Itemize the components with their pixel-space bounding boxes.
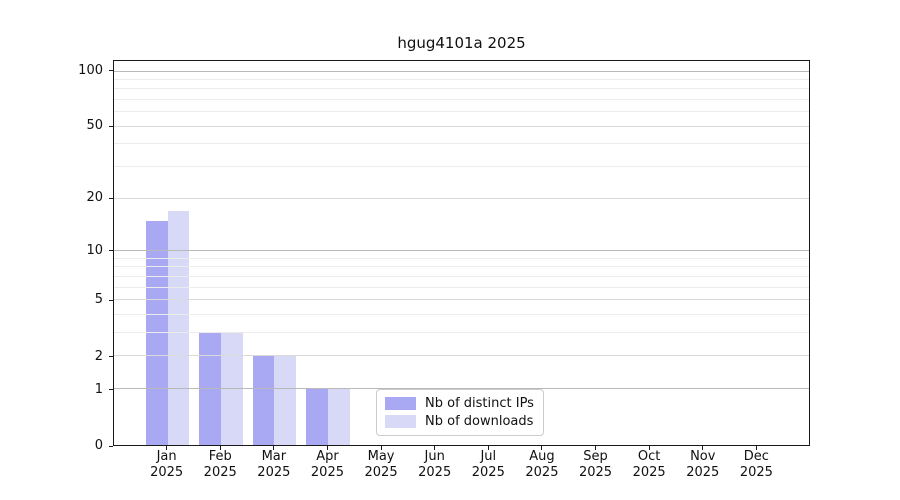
bar-group-oct xyxy=(622,61,675,445)
year-label: 2025 xyxy=(150,465,184,480)
bar-mar-downloads xyxy=(274,356,297,445)
bar-group-apr xyxy=(301,61,354,445)
x-tick-mark-aug xyxy=(541,446,543,450)
chart-title: hgug4101a 2025 xyxy=(397,34,526,52)
year-label: 2025 xyxy=(525,465,559,480)
bar-group-feb xyxy=(194,61,247,445)
y-tick-label-5: 5 xyxy=(94,292,103,308)
y-tick-label-100: 100 xyxy=(78,62,103,78)
y-tick-label-1: 1 xyxy=(94,381,103,397)
bar-group-jul xyxy=(462,61,515,445)
x-tick-mark-sep xyxy=(595,446,597,450)
bar-mar-distinct-ips xyxy=(252,356,275,445)
bar-feb-distinct-ips xyxy=(199,332,221,445)
x-tick-label-oct: Oct 2025 xyxy=(617,449,681,481)
bar-group-sep xyxy=(568,61,621,445)
bar-group-mar xyxy=(248,61,301,445)
legend-swatch-distinct-ips xyxy=(385,397,416,410)
x-tick-mark-may xyxy=(380,446,382,450)
bar-group-aug xyxy=(515,61,568,445)
y-tick-label-20: 20 xyxy=(86,190,103,206)
legend-swatch-downloads xyxy=(385,415,416,428)
month-label: Nov xyxy=(690,449,716,464)
y-tick-mark-20 xyxy=(109,197,113,199)
y-tick-mark-2 xyxy=(109,356,113,358)
y-tick-mark-1 xyxy=(109,389,113,391)
month-label: Aug xyxy=(529,449,555,464)
x-tick-label-jan: Jan 2025 xyxy=(135,449,199,481)
month-label: Feb xyxy=(208,449,232,464)
x-tick-mark-mar xyxy=(273,446,275,450)
bar-apr-distinct-ips xyxy=(305,388,328,445)
x-tick-mark-oct xyxy=(648,446,650,450)
x-tick-label-jul: Jul 2025 xyxy=(456,449,520,481)
x-tick-mark-jun xyxy=(434,446,436,450)
y-tick-label-10: 10 xyxy=(86,242,103,258)
x-tick-mark-jul xyxy=(487,446,489,450)
x-tick-mark-dec xyxy=(755,446,757,450)
bar-group-dec xyxy=(729,61,782,445)
month-label: Jul xyxy=(480,449,497,464)
y-tick-mark-10 xyxy=(109,250,113,252)
bar-group-jun xyxy=(408,61,461,445)
bar-apr-downloads xyxy=(327,388,350,445)
year-label: 2025 xyxy=(203,465,237,480)
y-tick-label-0: 0 xyxy=(94,438,103,453)
legend-row-downloads: Nb of downloads xyxy=(385,414,534,429)
year-label: 2025 xyxy=(418,465,452,480)
legend-row-distinct-ips: Nb of distinct IPs xyxy=(385,396,534,411)
x-tick-mark-feb xyxy=(219,446,221,450)
year-label: 2025 xyxy=(578,465,613,480)
month-label: Oct xyxy=(637,449,661,464)
year-label: 2025 xyxy=(364,465,398,480)
x-tick-mark-jan xyxy=(166,446,168,450)
y-tick-mark-0 xyxy=(109,445,113,447)
y-tick-label-50: 50 xyxy=(86,118,103,134)
x-tick-label-feb: Feb 2025 xyxy=(188,449,252,481)
month-label: Jan xyxy=(156,449,177,464)
bar-group-nov xyxy=(675,61,728,445)
month-label: Jun xyxy=(424,449,445,464)
month-label: Apr xyxy=(316,449,339,464)
y-tick-label-2: 2 xyxy=(94,348,103,364)
x-tick-label-dec: Dec 2025 xyxy=(724,449,788,481)
x-tick-label-apr: Apr 2025 xyxy=(295,449,359,481)
x-tick-label-aug: Aug 2025 xyxy=(510,449,574,481)
bar-jan-downloads xyxy=(167,211,190,445)
legend: Nb of distinct IPs Nb of downloads xyxy=(376,389,544,436)
x-tick-label-jun: Jun 2025 xyxy=(403,449,467,481)
year-label: 2025 xyxy=(739,465,773,480)
year-label: 2025 xyxy=(632,465,666,480)
month-label: Dec xyxy=(743,449,769,464)
legend-label-downloads: Nb of downloads xyxy=(425,414,534,429)
x-tick-mark-nov xyxy=(702,446,704,450)
month-label: Sep xyxy=(583,449,608,464)
bars-layer xyxy=(114,61,809,445)
x-tick-label-mar: Mar 2025 xyxy=(242,449,306,481)
year-label: 2025 xyxy=(257,465,291,480)
month-label: Mar xyxy=(261,449,287,464)
x-tick-mark-apr xyxy=(326,446,328,450)
x-tick-label-may: May 2025 xyxy=(349,449,413,481)
bar-feb-downloads xyxy=(220,332,243,445)
bar-group-jan xyxy=(141,61,194,445)
y-tick-mark-50 xyxy=(109,125,113,127)
y-tick-mark-100 xyxy=(109,70,113,72)
bar-jan-distinct-ips xyxy=(145,220,168,445)
year-label: 2025 xyxy=(471,465,505,480)
y-tick-mark-5 xyxy=(109,299,113,301)
year-label: 2025 xyxy=(310,465,344,480)
bar-group-may xyxy=(355,61,408,445)
legend-label-distinct-ips: Nb of distinct IPs xyxy=(425,396,534,411)
year-label: 2025 xyxy=(686,465,720,480)
x-tick-label-nov: Nov 2025 xyxy=(671,449,735,481)
month-label: May xyxy=(367,449,395,464)
x-tick-label-sep: Sep 2025 xyxy=(564,449,628,481)
